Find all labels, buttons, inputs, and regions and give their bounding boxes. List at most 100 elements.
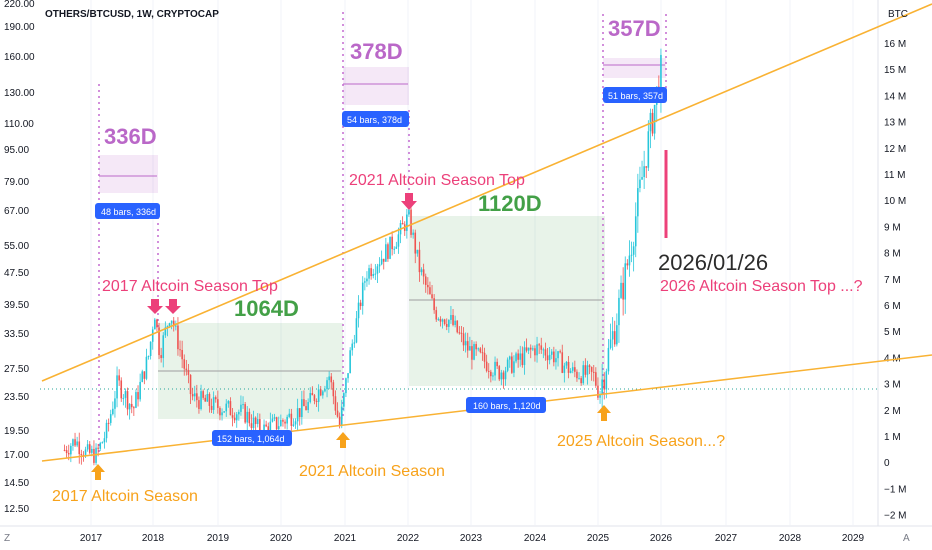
candle-body (483, 352, 486, 362)
candle-body (567, 361, 570, 373)
candle-body (271, 418, 274, 422)
candle-body (611, 331, 614, 340)
candle-body (130, 403, 133, 408)
pill-51-bars: 51 bars, 357d (603, 87, 667, 103)
candle-body (196, 393, 198, 401)
candle-body (605, 371, 608, 390)
candle-body (511, 356, 513, 373)
right-tick-label: 7 M (884, 275, 901, 286)
candle-body (460, 332, 463, 334)
candle-body (189, 374, 192, 395)
candle-body (307, 402, 309, 411)
candle-body (521, 353, 524, 366)
candle-body (479, 348, 482, 353)
candle-body (151, 329, 154, 342)
candle-body (229, 401, 232, 416)
candle-body (290, 413, 293, 426)
candle-body (494, 361, 496, 376)
candle-body (202, 391, 204, 398)
candle-body (366, 278, 368, 282)
candle-body (128, 403, 131, 410)
candle-body (473, 344, 475, 360)
candle-body (586, 365, 589, 375)
left-tick-label: 47.50 (4, 268, 29, 279)
candle-body (456, 320, 459, 333)
candle-body (592, 371, 595, 373)
candle-body (368, 268, 370, 279)
candle-body (286, 416, 288, 424)
candle-body (361, 282, 364, 307)
candle-body (544, 349, 547, 356)
candle-body (259, 419, 261, 434)
timezone-toggle[interactable]: Z (4, 533, 10, 544)
candle-body (370, 268, 372, 277)
candle-body (99, 443, 102, 449)
candle-body (557, 351, 559, 359)
arrow-down-icon (401, 193, 417, 210)
candle-body (490, 371, 492, 377)
candle-body (147, 355, 150, 357)
right-tick-label: 12 M (884, 144, 906, 155)
candle-body (332, 382, 335, 397)
candle-body (242, 404, 244, 406)
candle-body (326, 380, 328, 390)
candle-body (576, 371, 578, 379)
candle-body (385, 244, 387, 262)
candle-body (204, 397, 207, 402)
candle-body (559, 351, 561, 353)
candle-body (353, 342, 356, 344)
label-2017-season: 2017 Altcoin Season (52, 488, 198, 505)
candle-body (172, 320, 175, 327)
x-tick-label: 2025 (587, 533, 610, 544)
label-2017-top: 2017 Altcoin Season Top (102, 278, 278, 295)
candle-body (380, 258, 383, 265)
candle-body (122, 397, 125, 399)
candle-body (149, 341, 152, 356)
candle-body (519, 353, 522, 360)
label-1120d: 1120D (478, 191, 542, 216)
candle-body (607, 347, 610, 372)
candle-body (452, 315, 454, 325)
candle-body (613, 331, 616, 345)
right-tick-label: 15 M (884, 65, 906, 76)
candle-body (506, 359, 509, 371)
candle-body (74, 439, 76, 446)
left-tick-label: 12.50 (4, 504, 29, 515)
right-tick-label: −2 M (884, 511, 907, 522)
candle-body (193, 393, 196, 397)
label-2026-top: 2026 Altcoin Season Top ...? (660, 278, 863, 295)
candle-body (227, 401, 230, 404)
candle-body (208, 393, 211, 406)
candle-body (471, 346, 473, 360)
candle-body (200, 391, 202, 409)
x-tick-label: 2029 (842, 533, 865, 544)
candle-body (301, 399, 303, 417)
candle-body (580, 378, 582, 384)
candle-body (431, 294, 433, 299)
right-tick-label: 4 M (884, 353, 901, 364)
candle-body (313, 395, 316, 401)
candle-body (86, 444, 89, 450)
auto-scale-toggle[interactable]: A (903, 533, 910, 544)
candle-body (492, 375, 494, 377)
candle-body (164, 327, 167, 336)
candle-body (561, 352, 564, 373)
candle-body (187, 370, 190, 375)
candle-body (632, 246, 635, 255)
candle-body (590, 366, 593, 372)
candle-body (105, 422, 108, 439)
candle-body (210, 405, 213, 410)
candle-body (420, 269, 423, 273)
label-2025-season: 2025 Altcoin Season...? (557, 433, 725, 450)
candle-body (330, 376, 333, 383)
range-box-1120d (409, 216, 605, 386)
candle-body (357, 302, 360, 319)
candle-body (231, 415, 234, 418)
candle-body (238, 411, 240, 415)
candle-body (498, 366, 501, 380)
candle-body (175, 325, 177, 327)
label-357d: 357D (608, 16, 661, 41)
candle-body (571, 367, 574, 371)
candle-body (441, 319, 444, 322)
candle-body (609, 339, 612, 348)
